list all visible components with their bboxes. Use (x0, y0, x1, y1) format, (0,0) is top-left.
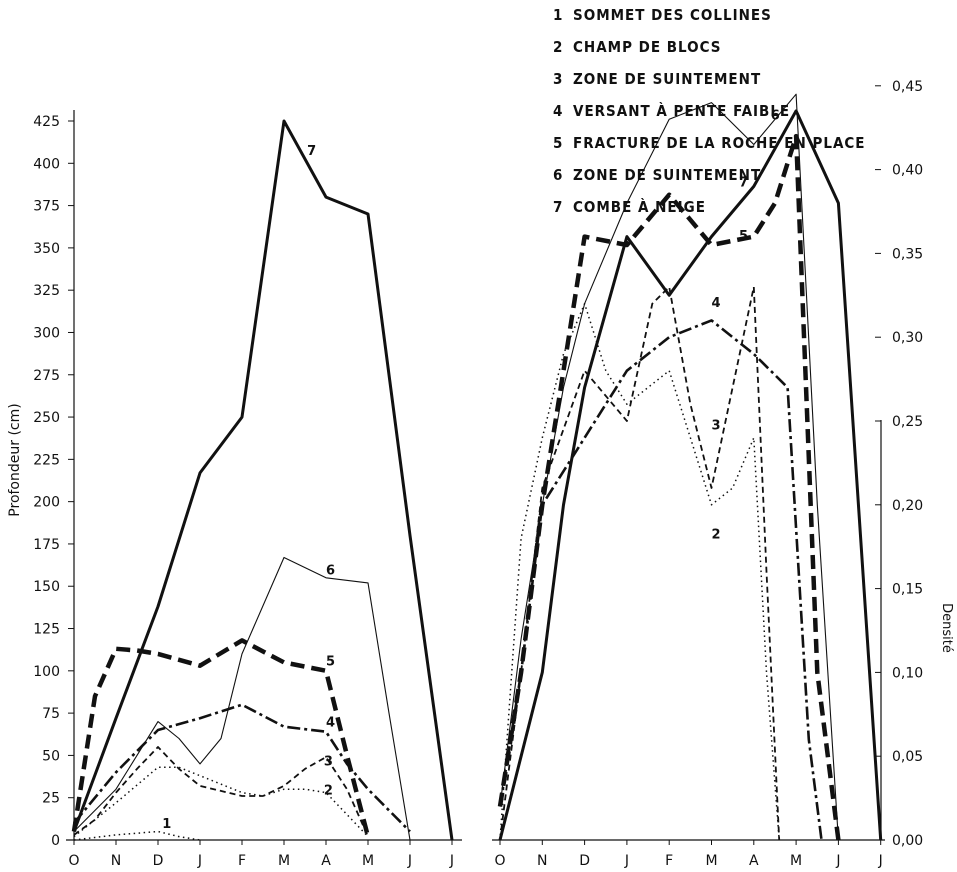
legend-item-label: ZONE DE SUINTEMENT (573, 166, 762, 184)
y-tick-label: 400 (33, 156, 60, 172)
series-line-3 (499, 285, 781, 841)
legend-item-number: 5 (553, 134, 564, 152)
right-chart-density: Densité 0,00 0,05 0,10 0,15 0,20 0,25 0,30 0,35… (492, 79, 954, 869)
y-tick-label: 0,10 (892, 665, 923, 681)
series-line-6 (499, 93, 839, 841)
x-tick-label: A (749, 853, 759, 869)
legend-item-number: 3 (553, 70, 564, 88)
x-tick-label: O (494, 853, 505, 869)
series-label: 2 (712, 527, 721, 542)
x-tick-label: N (111, 853, 121, 869)
y-tick-label: 250 (33, 410, 60, 426)
y-tick-label: 0,35 (892, 246, 923, 262)
series-label: 5 (326, 655, 335, 670)
right-y-axis-label: Densité (939, 603, 954, 653)
y-tick-label: 100 (33, 664, 60, 680)
x-tick-label: M (362, 853, 374, 869)
y-tick-label: 375 (33, 199, 60, 215)
series-label: 5 (739, 229, 748, 244)
y-tick-label: 0,05 (892, 749, 923, 765)
series-line-5 (71, 638, 371, 838)
legend-item-label: VERSANT À PENTE FAIBLE (573, 102, 791, 120)
x-tick-label: A (321, 853, 331, 869)
x-tick-label: F (238, 853, 246, 869)
series-line-7 (72, 119, 454, 841)
y-tick-label: 425 (33, 114, 60, 130)
series-label: 4 (326, 716, 335, 731)
y-tick-label: 0,25 (892, 414, 923, 430)
y-tick-label: 300 (33, 325, 60, 341)
legend-item-label: ZONE DE SUINTEMENT (573, 70, 762, 88)
legend-item: 7 COMBE À NEIGE (553, 198, 706, 216)
x-tick-label: J (878, 853, 883, 869)
series-label: 3 (712, 418, 721, 433)
y-tick-label: 0,00 (892, 833, 923, 849)
y-tick-label: 0,40 (892, 163, 923, 179)
series-label: 3 (324, 755, 333, 770)
x-tick-label: F (665, 853, 673, 869)
x-tick-label: M (278, 853, 290, 869)
y-tick-label: 0,45 (892, 79, 923, 95)
y-tick-label: 225 (33, 452, 60, 468)
y-tick-label: 25 (42, 791, 60, 807)
series-line-2 (499, 302, 780, 841)
y-tick-label: 200 (33, 495, 60, 511)
x-tick-label: M (705, 853, 717, 869)
series-label: 4 (712, 296, 721, 311)
y-tick-label: 0,20 (892, 498, 923, 514)
y-tick-label: 0 (51, 833, 60, 849)
x-tick-label: O (68, 853, 79, 869)
x-tick-label: J (449, 853, 454, 869)
x-tick-label: D (153, 853, 164, 869)
y-tick-label: 350 (33, 241, 60, 257)
legend-item-number: 7 (553, 198, 564, 216)
series-label: 6 (771, 108, 780, 123)
series-label: 7 (739, 175, 748, 190)
series-line-2 (73, 766, 369, 838)
y-tick-label: 175 (33, 537, 60, 553)
y-tick-label: 0,15 (892, 582, 923, 598)
series-label: 6 (326, 563, 335, 578)
legend-item-label: SOMMET DES COLLINES (573, 6, 772, 24)
series-line-5 (497, 133, 841, 841)
x-tick-label: J (624, 853, 629, 869)
y-tick-label: 50 (42, 748, 60, 764)
series-label: 2 (324, 783, 333, 798)
series-line-4 (498, 319, 823, 841)
legend-item-number: 2 (553, 38, 564, 56)
series-label: 1 (162, 817, 171, 832)
series-label: 7 (307, 144, 316, 159)
y-tick-label: 325 (33, 283, 60, 299)
x-tick-label: J (407, 853, 412, 869)
legend-item: 4 VERSANT À PENTE FAIBLE (553, 102, 790, 120)
legend-item-label: COMBE À NEIGE (573, 198, 706, 216)
series-line-6 (73, 556, 411, 841)
legend-item-label: CHAMP DE BLOCS (573, 38, 722, 56)
y-tick-label: 0,30 (892, 330, 923, 346)
x-tick-label: M (790, 853, 802, 869)
x-tick-label: J (197, 853, 202, 869)
x-tick-label: J (835, 853, 840, 869)
legend-item: 3 ZONE DE SUINTEMENT (553, 70, 761, 88)
y-tick-label: 125 (33, 622, 60, 638)
x-tick-label: N (537, 853, 547, 869)
series-line-3 (73, 746, 369, 837)
x-tick-label: D (579, 853, 590, 869)
legend-item: 6 ZONE DE SUINTEMENT (553, 166, 761, 184)
y-tick-label: 275 (33, 368, 60, 384)
legend-item: 1 SOMMET DES COLLINES (553, 6, 772, 24)
series-line-1 (73, 830, 201, 841)
left-chart-depth: Profondeur (cm) 025507510012515017520022… (7, 110, 462, 869)
y-tick-label: 75 (42, 706, 60, 722)
series-line-7 (498, 109, 883, 841)
legend-item-number: 1 (553, 6, 564, 24)
legend-item: 2 CHAMP DE BLOCS (553, 38, 722, 56)
left-y-axis-label: Profondeur (cm) (7, 403, 23, 516)
legend-item-number: 6 (553, 166, 564, 184)
y-tick-label: 150 (33, 579, 60, 595)
legend-item-number: 4 (553, 102, 564, 120)
